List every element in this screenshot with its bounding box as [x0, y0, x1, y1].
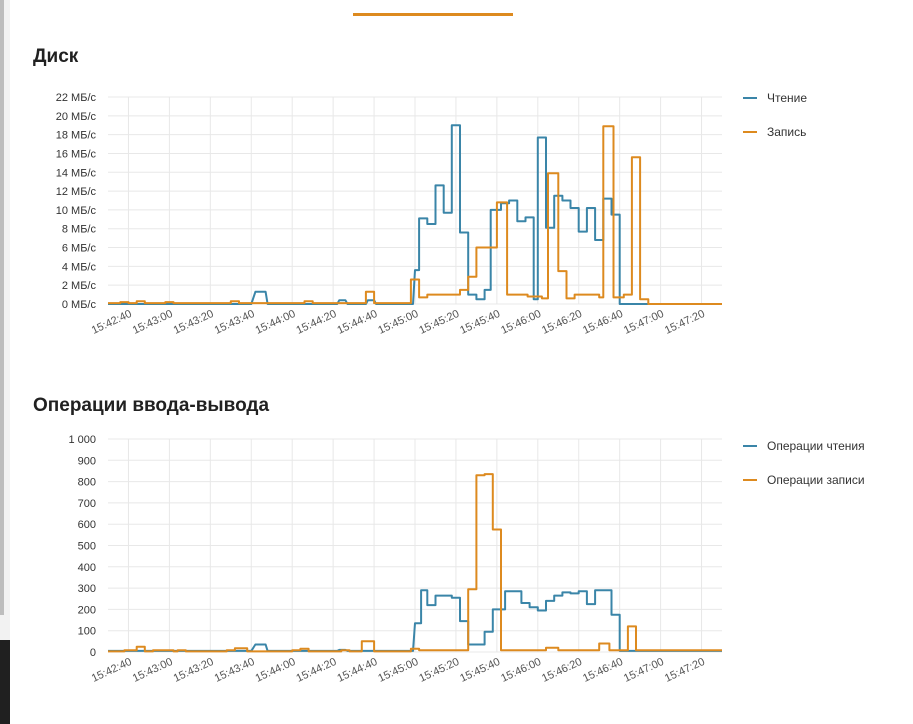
- io-ytick-label: 300: [78, 583, 96, 595]
- disk-ytick-label: 4 МБ/с: [62, 261, 97, 273]
- io-xtick-label: 15:44:20: [295, 656, 339, 685]
- disk-xtick-label: 15:44:40: [335, 308, 379, 337]
- disk-xtick-label: 15:44:00: [254, 308, 298, 337]
- io-xtick-label: 15:45:00: [376, 656, 420, 685]
- window-edge-dark: [0, 640, 10, 724]
- disk-xtick-label: 15:43:20: [172, 308, 216, 337]
- disk-ytick-label: 12 МБ/с: [56, 186, 97, 198]
- disk-xtick-label: 15:45:20: [417, 308, 461, 337]
- disk-xtick-label: 15:46:00: [499, 308, 543, 337]
- io-title: Операции ввода-вывода: [33, 395, 270, 416]
- disk-xtick-label: 15:42:40: [90, 308, 134, 337]
- disk-xtick-label: 15:43:40: [213, 308, 257, 337]
- disk-series-write-line: [108, 125, 722, 305]
- disk-ytick-label: 16 МБ/с: [56, 148, 97, 160]
- io-xtick-label: 15:47:20: [663, 656, 707, 685]
- legend-label-write: Запись: [767, 125, 807, 139]
- disk-xtick-label: 15:44:20: [295, 308, 339, 337]
- disk-ytick-label: 20 МБ/с: [56, 111, 97, 123]
- disk-xtick-label: 15:46:20: [540, 308, 584, 337]
- disk-xtick-label: 15:47:00: [622, 308, 666, 337]
- io-chart: 0 100 200 300 400 500 600 700 800 900 1 000 15:42:4…: [0, 425, 740, 700]
- io-svg: 0 100 200 300 400 500 600 700 800 900 1 000 15:42:4…: [68, 434, 722, 685]
- io-ytick-label: 1 000: [68, 434, 96, 446]
- io-ytick-label: 600: [78, 519, 96, 531]
- legend-swatch-write-ops: [743, 479, 757, 481]
- active-tab-indicator: [353, 13, 513, 16]
- io-xtick-label: 15:47:00: [622, 656, 666, 685]
- io-xtick-label: 15:45:20: [417, 656, 461, 685]
- io-ytick-label: 800: [78, 477, 96, 489]
- disk-xtick-label: 15:45:40: [458, 308, 502, 337]
- io-series-write-line: [108, 473, 722, 653]
- io-ytick-label: 700: [78, 498, 96, 510]
- disk-ytick-label: 2 МБ/с: [62, 280, 97, 292]
- io-xtick-label: 15:46:00: [499, 656, 543, 685]
- disk-xtick-label: 15:46:40: [581, 308, 625, 337]
- legend-label-write-ops: Операции записи: [767, 473, 865, 487]
- disk-ytick-label: 0 МБ/с: [62, 299, 97, 311]
- legend-swatch-write: [743, 131, 757, 133]
- io-xtick-label: 15:42:40: [90, 656, 134, 685]
- io-xtick-label: 15:46:20: [540, 656, 584, 685]
- disk-ytick-label: 18 МБ/с: [56, 130, 97, 142]
- io-ytick-label: 0: [90, 647, 96, 659]
- legend-label-read: Чтение: [767, 91, 808, 105]
- legend-swatch-read-ops: [743, 445, 757, 447]
- io-xtick-label: 15:44:40: [335, 656, 379, 685]
- disk-xtick-label: 15:45:00: [376, 308, 420, 337]
- disk-svg: 0 МБ/с 2 МБ/с 4 МБ/с 6 МБ/с 8 МБ/с 10 МБ/с 12 …: [56, 92, 722, 337]
- disk-ytick-label: 10 МБ/с: [56, 205, 97, 217]
- disk-xtick-label: 15:47:20: [663, 308, 707, 337]
- io-xtick-label: 15:43:20: [172, 656, 216, 685]
- io-ytick-label: 200: [78, 604, 96, 616]
- disk-ytick-label: 22 МБ/с: [56, 92, 97, 104]
- window-edge-shade: [0, 0, 4, 615]
- io-ytick-label: 500: [78, 541, 96, 553]
- disk-title: Диск: [33, 46, 79, 67]
- disk-ytick-label: 8 МБ/с: [62, 224, 97, 236]
- io-xtick-label: 15:43:40: [213, 656, 257, 685]
- io-xtick-label: 15:45:40: [458, 656, 502, 685]
- io-ytick-label: 100: [78, 626, 96, 638]
- io-xtick-label: 15:44:00: [254, 656, 298, 685]
- disk-ytick-label: 14 МБ/с: [56, 167, 97, 179]
- legend-swatch-read: [743, 97, 757, 99]
- io-ytick-label: 400: [78, 562, 96, 574]
- window-edge: [0, 0, 10, 724]
- disk-chart: 0 МБ/с 2 МБ/с 4 МБ/с 6 МБ/с 8 МБ/с 10 МБ/с 12 …: [0, 80, 740, 355]
- disk-xtick-label: 15:43:00: [131, 308, 175, 337]
- io-xtick-label: 15:46:40: [581, 656, 625, 685]
- io-xtick-label: 15:43:00: [131, 656, 175, 685]
- io-ytick-label: 900: [78, 455, 96, 467]
- disk-ytick-label: 6 МБ/с: [62, 243, 97, 255]
- legend-label-read-ops: Операции чтения: [767, 439, 865, 453]
